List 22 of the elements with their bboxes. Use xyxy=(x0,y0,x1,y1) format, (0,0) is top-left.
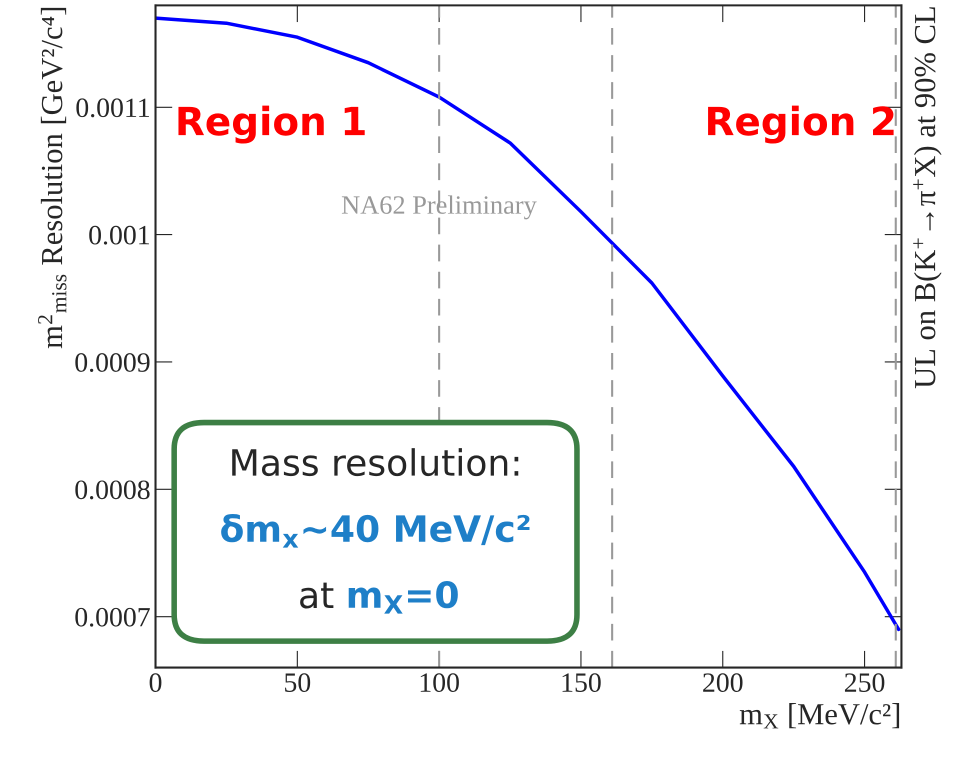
y-tick-label: 0.001 xyxy=(89,226,149,245)
annotation: Mass resolution: xyxy=(232,448,518,476)
annotation: NA62 Preliminary xyxy=(342,195,537,220)
x-tick-label: 50 xyxy=(285,673,310,692)
annotation: δm$_{x}$~40 MeV/c² xyxy=(221,514,530,548)
y-tick-label: 0.0011 xyxy=(76,98,149,118)
x-tick-label: 150 xyxy=(562,673,601,692)
y2-axis-title: UL on B(K$^{+}$→π$^{+}$X) at 90% CL xyxy=(913,7,942,388)
x-tick-label: 0 xyxy=(150,673,162,692)
x-axis-title: m$_{X}$ [MeV/c²] xyxy=(740,703,900,728)
x-tick-label: 100 xyxy=(420,673,459,692)
y-tick-label: 0.0007 xyxy=(75,608,150,627)
x-tick-label: 200 xyxy=(703,673,743,692)
annotation: at xyxy=(300,582,334,609)
annotation: Region 1 xyxy=(178,106,365,144)
y-tick-label: 0.0009 xyxy=(75,353,150,372)
y-tick-label: 0.0008 xyxy=(75,480,150,500)
annotation: Region 2 xyxy=(708,106,894,144)
line-series xyxy=(156,16,900,632)
y-axis-title: m$^{2}$$_{miss}$ Resolution [GeV²/c⁴] xyxy=(38,8,66,348)
x-tick-label: 250 xyxy=(844,673,884,692)
annotation: m$_{X}$=0 xyxy=(348,580,458,614)
